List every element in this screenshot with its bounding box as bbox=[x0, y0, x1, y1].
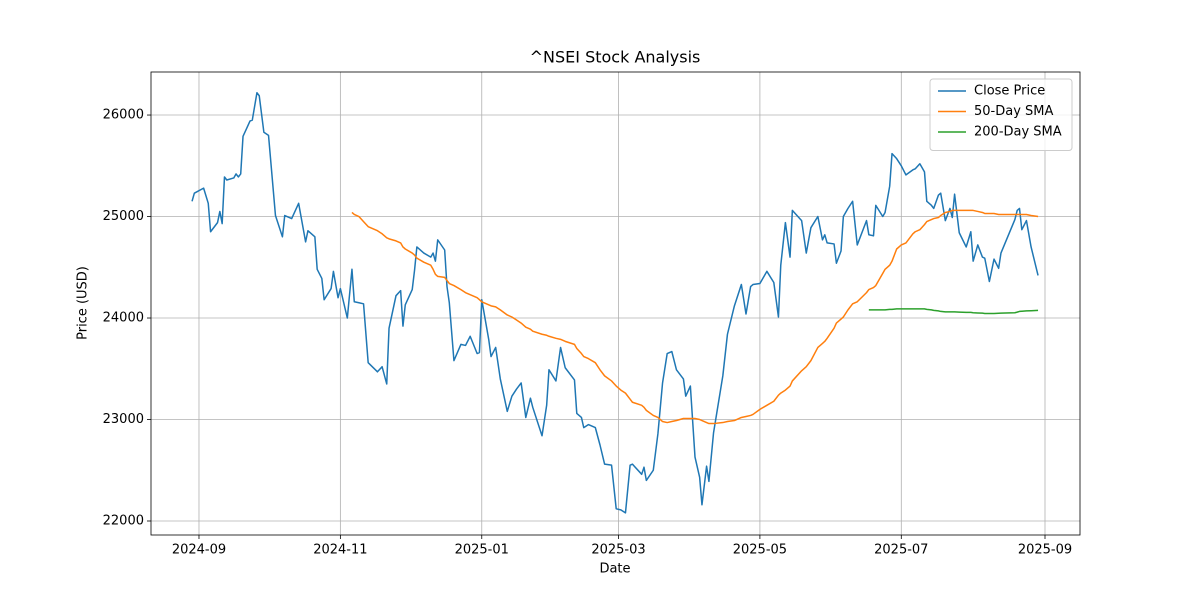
legend-label: 50-Day SMA bbox=[974, 104, 1054, 119]
chart-title: ^NSEI Stock Analysis bbox=[530, 48, 701, 67]
line-series bbox=[351, 209, 1039, 425]
line-series bbox=[868, 308, 1039, 315]
x-tick-label: 2025-07 bbox=[874, 543, 928, 558]
x-tick-label: 2025-05 bbox=[733, 543, 787, 558]
x-tick-label: 2024-09 bbox=[172, 543, 226, 558]
x-tick-label: 2025-09 bbox=[1018, 543, 1072, 558]
line-series bbox=[191, 91, 1039, 514]
x-tick-label: 2025-01 bbox=[455, 543, 509, 558]
legend-label: Close Price bbox=[974, 84, 1045, 99]
x-axis-label: Date bbox=[599, 562, 630, 577]
legend: Close Price 50-Day SMA 200-Day SMA bbox=[929, 78, 1073, 151]
plot-frame bbox=[150, 71, 1081, 536]
y-axis-label: Price (USD) bbox=[76, 266, 91, 340]
y-tick-label: 23000 bbox=[103, 412, 144, 427]
y-tick-label: 26000 bbox=[103, 108, 144, 123]
legend-label: 200-Day SMA bbox=[974, 125, 1062, 140]
x-tick-label: 2025-03 bbox=[591, 543, 645, 558]
y-tick-label: 22000 bbox=[103, 513, 144, 528]
y-tick-label: 24000 bbox=[103, 311, 144, 326]
y-tick-label: 25000 bbox=[103, 209, 144, 224]
x-tick-label: 2024-11 bbox=[313, 543, 367, 558]
